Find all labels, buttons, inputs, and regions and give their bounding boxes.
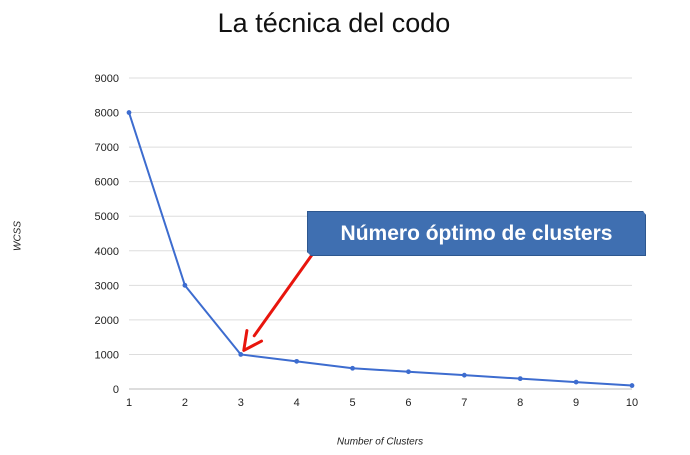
y-tick-label: 4000 xyxy=(95,246,119,258)
data-point xyxy=(406,369,411,375)
y-tick-label: 1000 xyxy=(95,349,119,361)
x-tick-label: 3 xyxy=(238,397,244,409)
x-tick-label: 4 xyxy=(294,397,300,409)
y-tick-label: 6000 xyxy=(95,177,119,189)
annotation-arrow-shaft xyxy=(252,250,316,338)
x-tick-labels: 1 2 3 4 5 6 7 8 9 10 xyxy=(126,397,638,409)
series-line-group xyxy=(128,112,633,387)
y-tick-labels: 0 1000 2000 3000 4000 5000 6000 7000 8000 9000 xyxy=(95,73,119,396)
x-tick-label: 1 xyxy=(126,397,132,409)
data-points xyxy=(126,110,635,388)
annotation-arrow-group xyxy=(242,250,316,352)
data-point xyxy=(126,110,132,115)
y-tick-label: 3000 xyxy=(95,280,119,292)
y-tick-label: 0 xyxy=(113,384,119,396)
data-point xyxy=(182,282,188,288)
x-tick-label: 7 xyxy=(461,397,467,409)
y-tick-label: 2000 xyxy=(95,315,119,327)
y-tick-label: 9000 xyxy=(95,73,119,85)
annotation-arrow-head xyxy=(242,329,264,352)
data-point xyxy=(294,358,300,364)
data-point xyxy=(350,365,355,371)
series-line xyxy=(128,112,633,387)
chart-title: La técnica del codo xyxy=(217,8,451,38)
x-tick-label: 10 xyxy=(626,397,638,409)
x-tick-label: 9 xyxy=(573,397,579,409)
data-point xyxy=(238,352,244,357)
data-point xyxy=(629,383,635,388)
optimal-clusters-callout: Número óptimo de clusters xyxy=(307,211,646,256)
y-tick-label: 5000 xyxy=(95,211,119,223)
x-tick-label: 6 xyxy=(405,397,411,409)
x-tick-label: 8 xyxy=(517,397,523,409)
x-tick-label: 5 xyxy=(349,397,355,409)
y-tick-label: 8000 xyxy=(95,108,119,120)
x-axis-label: Number of Clusters xyxy=(336,436,424,448)
x-tick-label: 2 xyxy=(182,397,188,409)
data-point xyxy=(573,379,579,385)
data-point xyxy=(461,372,467,378)
y-tick-label: 7000 xyxy=(95,142,119,154)
data-point xyxy=(517,376,523,382)
